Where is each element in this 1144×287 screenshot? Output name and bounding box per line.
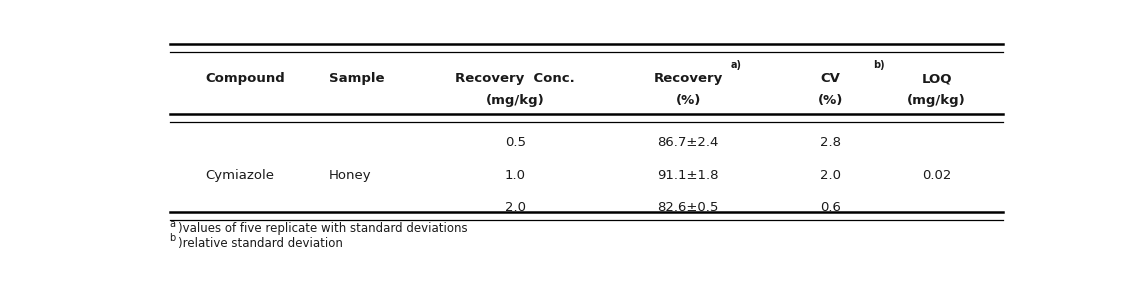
- Text: Compound: Compound: [205, 72, 285, 85]
- Text: CV: CV: [820, 72, 840, 85]
- Text: b): b): [873, 60, 884, 70]
- Text: Recovery  Conc.: Recovery Conc.: [455, 72, 575, 85]
- Text: (%): (%): [818, 94, 843, 107]
- Text: (mg/kg): (mg/kg): [486, 94, 545, 107]
- Text: Honey: Honey: [329, 169, 372, 182]
- Text: b: b: [169, 233, 176, 243]
- Text: a: a: [169, 219, 175, 229]
- Text: 86.7±2.4: 86.7±2.4: [658, 136, 718, 149]
- Text: a): a): [731, 60, 741, 70]
- Text: 0.6: 0.6: [820, 201, 841, 214]
- Text: Recovery: Recovery: [653, 72, 723, 85]
- Text: LOQ: LOQ: [921, 72, 952, 85]
- Text: (%): (%): [676, 94, 701, 107]
- Text: Sample: Sample: [329, 72, 384, 85]
- Text: Cymiazole: Cymiazole: [205, 169, 275, 182]
- Text: 82.6±0.5: 82.6±0.5: [658, 201, 718, 214]
- Text: 0.02: 0.02: [922, 169, 951, 182]
- Text: )relative standard deviation: )relative standard deviation: [178, 236, 343, 250]
- Text: 2.0: 2.0: [819, 169, 841, 182]
- Text: 2.0: 2.0: [505, 201, 526, 214]
- Text: 2.8: 2.8: [819, 136, 841, 149]
- Text: 0.5: 0.5: [505, 136, 526, 149]
- Text: 91.1±1.8: 91.1±1.8: [658, 169, 720, 182]
- Text: 1.0: 1.0: [505, 169, 526, 182]
- Text: )values of five replicate with standard deviations: )values of five replicate with standard …: [178, 222, 468, 235]
- Text: (mg/kg): (mg/kg): [907, 94, 966, 107]
